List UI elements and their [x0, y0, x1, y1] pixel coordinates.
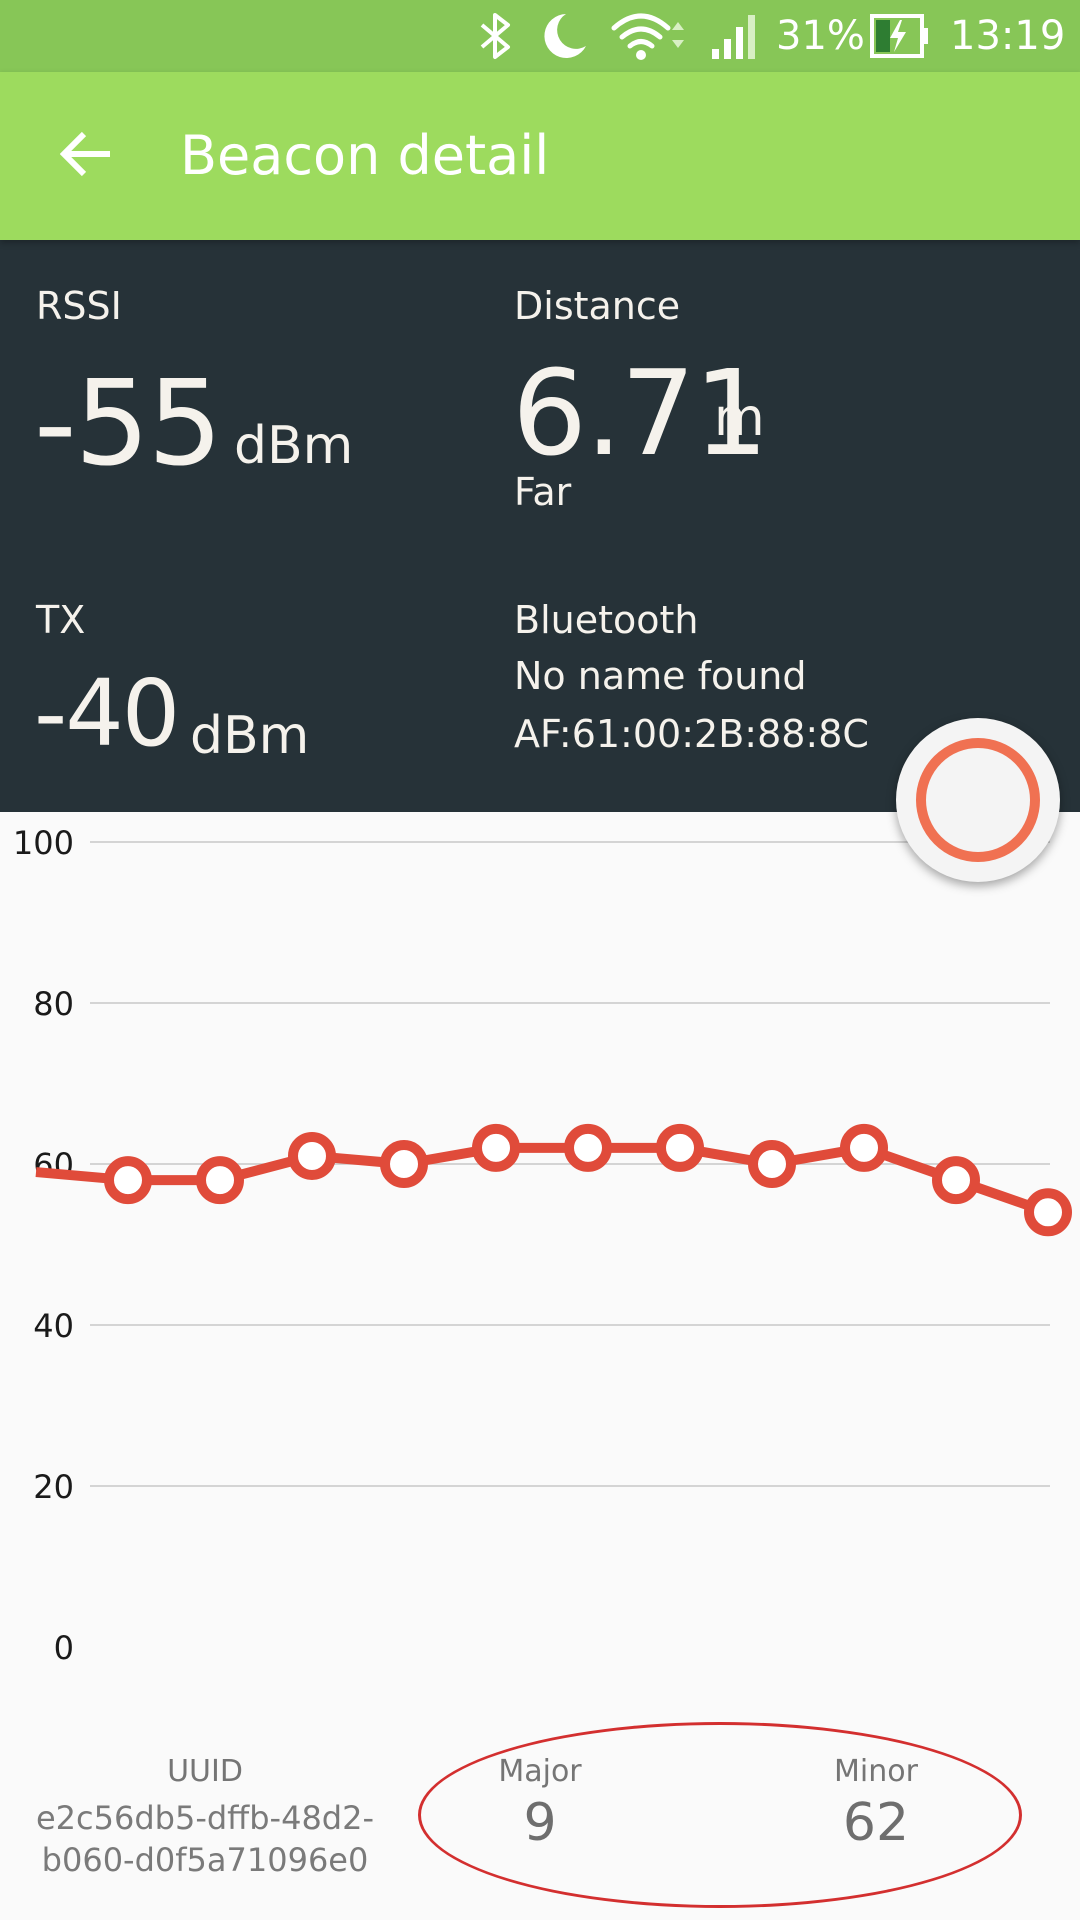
y-tick-label: 40: [33, 1307, 74, 1345]
data-point: [288, 1131, 336, 1180]
battery-percent: 31%: [776, 13, 865, 59]
status-bar: 31% 13:19: [0, 0, 1080, 72]
data-point: [932, 1156, 980, 1205]
highlight-annotation: [418, 1722, 1022, 1908]
record-icon: [916, 738, 1040, 862]
data-point: [196, 1156, 244, 1205]
arrow-back-icon: [59, 131, 112, 181]
distance-label: Distance: [514, 284, 681, 328]
distance-value: 6.71: [512, 344, 769, 482]
data-point: [748, 1140, 796, 1188]
stats-panel: RSSI -55 dBm Distance 6.71 m Far TX -40 …: [0, 240, 1080, 812]
app-bar: Beacon detail: [0, 72, 1080, 240]
y-tick-label: 0: [54, 1629, 74, 1667]
y-tick-label: 20: [33, 1468, 74, 1506]
rssi-value: -55: [34, 354, 223, 492]
moon-icon: [536, 0, 592, 72]
series-line: [35, 1142, 1050, 1218]
bluetooth-name: No name found: [514, 654, 807, 698]
uuid-line-1: e2c56db5-dffb-48d2-: [35, 1799, 375, 1837]
distance-unit: m: [714, 388, 765, 448]
clock: 13:19: [950, 13, 1066, 59]
data-point: [656, 1123, 704, 1172]
rssi-unit: dBm: [234, 416, 354, 476]
y-tick-label: 80: [33, 985, 74, 1023]
data-point: [564, 1123, 612, 1172]
data-point: [104, 1156, 152, 1205]
tx-value: -40: [34, 660, 180, 767]
tx-label: TX: [36, 598, 86, 642]
data-point: [380, 1140, 428, 1188]
bluetooth-label: Bluetooth: [514, 598, 699, 642]
data-point: [840, 1123, 888, 1172]
record-fab[interactable]: [896, 718, 1060, 882]
y-tick-label: 100: [13, 824, 74, 862]
bluetooth-icon: [478, 0, 514, 72]
rssi-label: RSSI: [36, 284, 122, 328]
back-button[interactable]: [40, 110, 132, 202]
wifi-icon: [610, 0, 692, 72]
uuid-block: UUID e2c56db5-dffb-48d2- b060-d0f5a71096…: [20, 1754, 390, 1881]
signal-icon: [710, 0, 762, 72]
data-point: [1024, 1188, 1072, 1237]
page-title: Beacon detail: [180, 124, 550, 187]
bluetooth-address: AF:61:00:2B:88:8C: [514, 712, 869, 756]
uuid-line-2: b060-d0f5a71096e0: [41, 1841, 369, 1879]
battery-charging-icon: [870, 0, 930, 72]
tx-unit: dBm: [190, 706, 310, 766]
proximity-text: Far: [514, 470, 572, 514]
uuid-label: UUID: [167, 1754, 243, 1789]
data-point: [472, 1123, 520, 1172]
